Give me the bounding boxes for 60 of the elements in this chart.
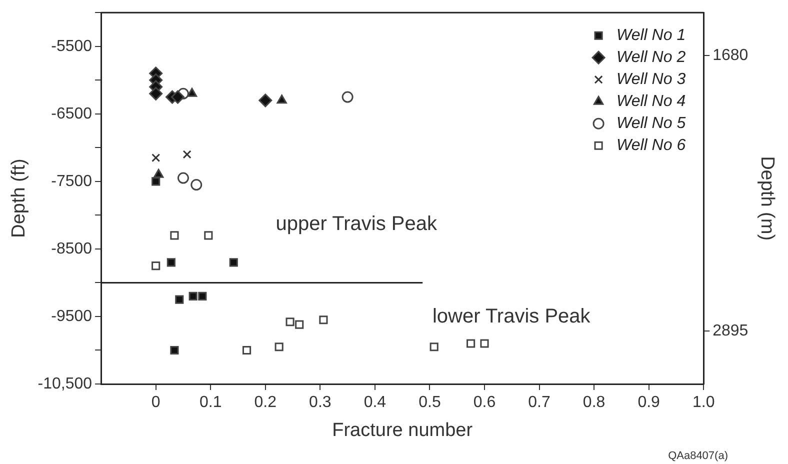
y2-axis-title: Depth (m)	[756, 156, 778, 241]
point	[170, 231, 179, 240]
x-tick-label: 0.1	[199, 394, 222, 412]
point	[186, 88, 198, 97]
point	[171, 90, 185, 104]
point	[258, 94, 272, 108]
point	[152, 154, 160, 162]
point	[276, 94, 287, 104]
point	[342, 91, 354, 103]
legend-label: Well No 6	[616, 137, 686, 154]
point	[166, 258, 176, 267]
legend-label: Well No 2	[616, 49, 686, 66]
point	[149, 86, 163, 100]
y-tick-label: -10,500	[38, 375, 92, 392]
y-axis-title: Depth (ft)	[8, 158, 30, 238]
annotation: lower Travis Peak	[432, 306, 592, 328]
point	[466, 339, 476, 348]
point	[430, 342, 438, 352]
y-tick-label: -6500	[51, 105, 92, 122]
point	[242, 346, 252, 355]
text: QAa8407(a)	[668, 450, 728, 462]
point	[154, 168, 164, 178]
y2-tick-label: 1680	[712, 47, 748, 64]
x-tick-label: 0.4	[364, 394, 386, 412]
point	[188, 292, 198, 300]
point	[152, 262, 160, 270]
point	[190, 179, 202, 191]
point	[152, 177, 160, 186]
legend-label: Well No 4	[616, 93, 686, 110]
point	[198, 292, 207, 300]
x-tick-label: 0.7	[528, 394, 550, 412]
x-tick-label: 0.5	[418, 394, 441, 412]
y-tick-label: -7500	[51, 172, 92, 190]
legend-label: Well No 1	[616, 27, 686, 44]
point	[229, 258, 238, 267]
point	[319, 316, 328, 324]
x-tick-label: 0.8	[582, 394, 606, 412]
x-axis-title: Fracture number	[332, 420, 474, 441]
x-tick-label: 0.3	[309, 394, 332, 412]
legend-label: Well No 3	[616, 71, 686, 88]
y2-tick-label: 2895	[712, 322, 748, 340]
point	[182, 150, 192, 159]
x-tick-label: 0.9	[638, 394, 660, 412]
point	[177, 172, 189, 184]
annotation: upper Travis Peak	[276, 212, 438, 235]
point	[204, 231, 213, 240]
y-tick-label: -8500	[51, 240, 92, 258]
x-tick-label: 0.2	[254, 394, 277, 412]
x-tick-label: 0	[151, 394, 160, 412]
point	[480, 339, 489, 348]
point	[175, 295, 184, 304]
point	[274, 342, 284, 352]
point	[286, 318, 294, 326]
x-tick-label: 0.6	[473, 394, 496, 412]
point	[295, 320, 304, 329]
y-tick-label: -9500	[51, 308, 92, 325]
x-tick-label: 1.0	[692, 394, 715, 412]
point	[170, 346, 179, 355]
y-tick-label: -5500	[51, 38, 92, 55]
legend-label: Well No 5	[616, 115, 686, 132]
